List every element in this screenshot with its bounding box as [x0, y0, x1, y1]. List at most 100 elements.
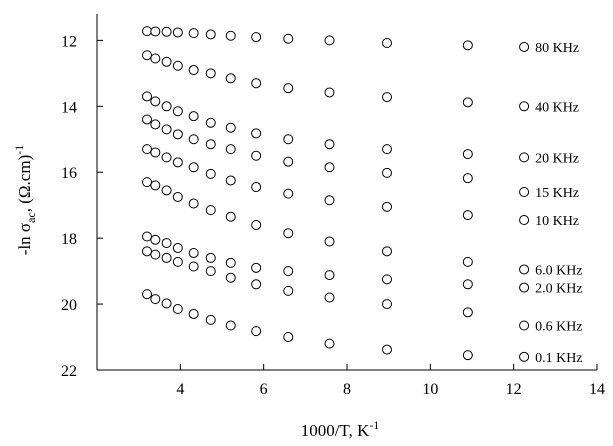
data-point — [283, 266, 294, 277]
data-point — [188, 162, 199, 173]
data-point — [172, 256, 183, 267]
ticks: 4 6 8 10 12 14 12 14 16 18 20 22 — [61, 33, 605, 398]
series-label: 40 KHz — [535, 100, 579, 115]
data-point — [205, 117, 216, 128]
x-tick-label: 10 — [422, 381, 438, 398]
series-label: 6.0 KHz — [535, 263, 582, 278]
data-point — [283, 83, 294, 94]
data-point — [462, 149, 473, 160]
data-point — [382, 344, 392, 355]
data-point — [142, 144, 152, 155]
data-point — [172, 191, 183, 202]
series-label: 10 KHz — [535, 214, 579, 229]
data-point — [161, 238, 172, 249]
data-point — [283, 228, 294, 239]
data-point — [462, 40, 473, 51]
data-point — [283, 188, 294, 199]
data-point — [205, 139, 216, 150]
x-tick-label: 12 — [506, 381, 522, 398]
data-point — [150, 234, 161, 245]
data-point — [251, 78, 262, 89]
data-point — [225, 144, 236, 155]
data-point — [188, 65, 199, 76]
data-point — [225, 257, 236, 268]
data-point — [172, 243, 183, 254]
data-point — [205, 29, 216, 40]
data-point — [283, 33, 294, 44]
x-tick-label: 8 — [343, 381, 351, 398]
data-point — [205, 205, 216, 216]
y-tick-label: 12 — [61, 33, 77, 50]
x-tick-label: 4 — [176, 381, 184, 398]
data-point — [188, 198, 199, 209]
data-point — [382, 274, 392, 285]
data-point — [161, 152, 172, 163]
series-label-marker — [519, 41, 530, 52]
data-point — [324, 87, 335, 98]
data-point — [142, 289, 152, 300]
data-point — [283, 134, 294, 145]
data-point — [225, 73, 236, 84]
data-point — [462, 279, 473, 290]
data-point — [324, 162, 335, 173]
data-points — [142, 26, 473, 361]
data-point — [225, 272, 236, 283]
data-point — [172, 106, 183, 117]
data-point — [188, 28, 199, 39]
data-point — [205, 68, 216, 79]
data-point — [150, 180, 161, 191]
data-point — [251, 150, 262, 161]
data-point — [150, 26, 161, 37]
series-label: 20 KHz — [535, 151, 579, 166]
data-point — [150, 119, 161, 130]
data-point — [142, 231, 152, 242]
series-label-marker — [519, 320, 530, 331]
data-point — [161, 298, 172, 309]
data-point — [150, 147, 161, 158]
data-point — [161, 101, 172, 112]
y-tick-label: 16 — [61, 165, 77, 182]
y-tick-label: 22 — [61, 363, 77, 380]
data-point — [150, 294, 161, 305]
series-label-marker — [519, 187, 530, 197]
data-point — [205, 314, 216, 325]
series-label-marker — [519, 264, 530, 275]
data-point — [150, 249, 161, 260]
data-point — [142, 246, 152, 257]
data-point — [161, 252, 172, 263]
data-point — [462, 97, 473, 108]
data-point — [142, 91, 152, 102]
y-tick-label: 20 — [61, 297, 77, 314]
series-label-marker — [519, 215, 530, 226]
data-point — [324, 195, 335, 206]
data-point — [188, 261, 199, 272]
series-label: 2.0 KHz — [535, 282, 582, 297]
data-point — [462, 350, 473, 361]
data-point — [172, 304, 183, 315]
series-label-marker — [519, 282, 530, 293]
data-point — [225, 211, 236, 222]
data-point — [225, 122, 236, 133]
data-point — [324, 338, 335, 349]
data-point — [283, 285, 294, 296]
data-point — [251, 326, 262, 337]
data-point — [462, 256, 473, 267]
data-point — [225, 30, 236, 41]
data-point — [251, 32, 262, 43]
data-point — [382, 144, 392, 155]
data-point — [188, 134, 199, 145]
series-label: 15 KHz — [535, 186, 579, 201]
y-tick-label: 14 — [61, 99, 77, 116]
y-tick-label: 18 — [61, 231, 77, 248]
data-point — [324, 292, 335, 303]
data-point — [251, 182, 262, 193]
data-point — [142, 177, 152, 188]
data-point — [382, 201, 392, 212]
x-tick-label: 14 — [589, 381, 605, 398]
data-point — [142, 26, 152, 37]
data-point — [172, 60, 183, 71]
data-point — [172, 27, 183, 38]
data-point — [251, 219, 262, 230]
data-point — [251, 279, 262, 290]
